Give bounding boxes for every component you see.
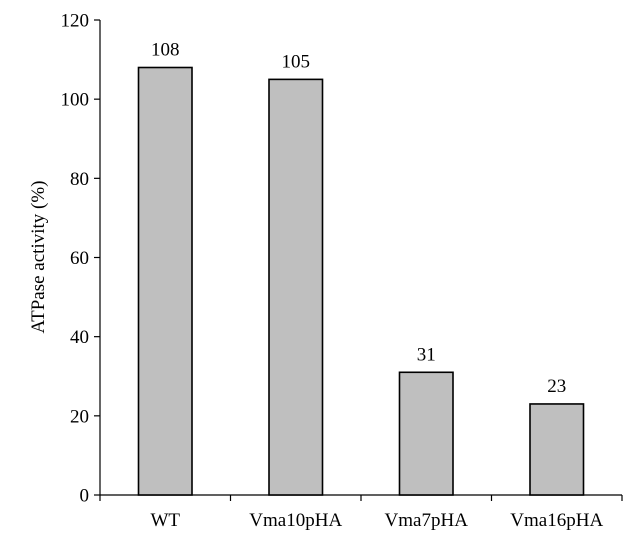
y-tick-label: 40 (70, 327, 89, 348)
y-tick-label: 0 (80, 486, 90, 507)
y-tick-label: 100 (61, 90, 90, 111)
x-tick-label-vma10pha: Vma10pHA (249, 510, 342, 531)
bar-vma7pha (398, 371, 454, 496)
bar-wt (137, 66, 193, 496)
x-tick-label-vma7pha: Vma7pHA (385, 510, 469, 531)
y-tick-label: 20 (70, 406, 89, 427)
value-label-vma7pha: 31 (417, 344, 436, 365)
value-label-wt: 108 (151, 40, 180, 61)
value-label-vma10pha: 105 (282, 51, 311, 72)
value-label-vma16pha: 23 (547, 376, 566, 397)
y-axis-title: ATPase activity (%) (28, 180, 49, 333)
value-labels: 108 105 31 23 (151, 40, 566, 397)
y-tick-label: 60 (70, 248, 89, 269)
bars (137, 66, 585, 496)
y-axis: 0 20 40 60 80 100 120 (61, 11, 101, 507)
bar-vma16pha (529, 403, 585, 496)
x-axis (99, 494, 623, 501)
y-tick-label: 80 (70, 169, 89, 190)
x-tick-label-wt: WT (150, 510, 180, 531)
category-labels: WT Vma10pHA Vma7pHA Vma16pHA (150, 510, 603, 531)
bar-vma10pha (268, 78, 324, 496)
y-tick-label: 120 (61, 11, 90, 32)
x-tick-label-vma16pha: Vma16pHA (510, 510, 603, 531)
